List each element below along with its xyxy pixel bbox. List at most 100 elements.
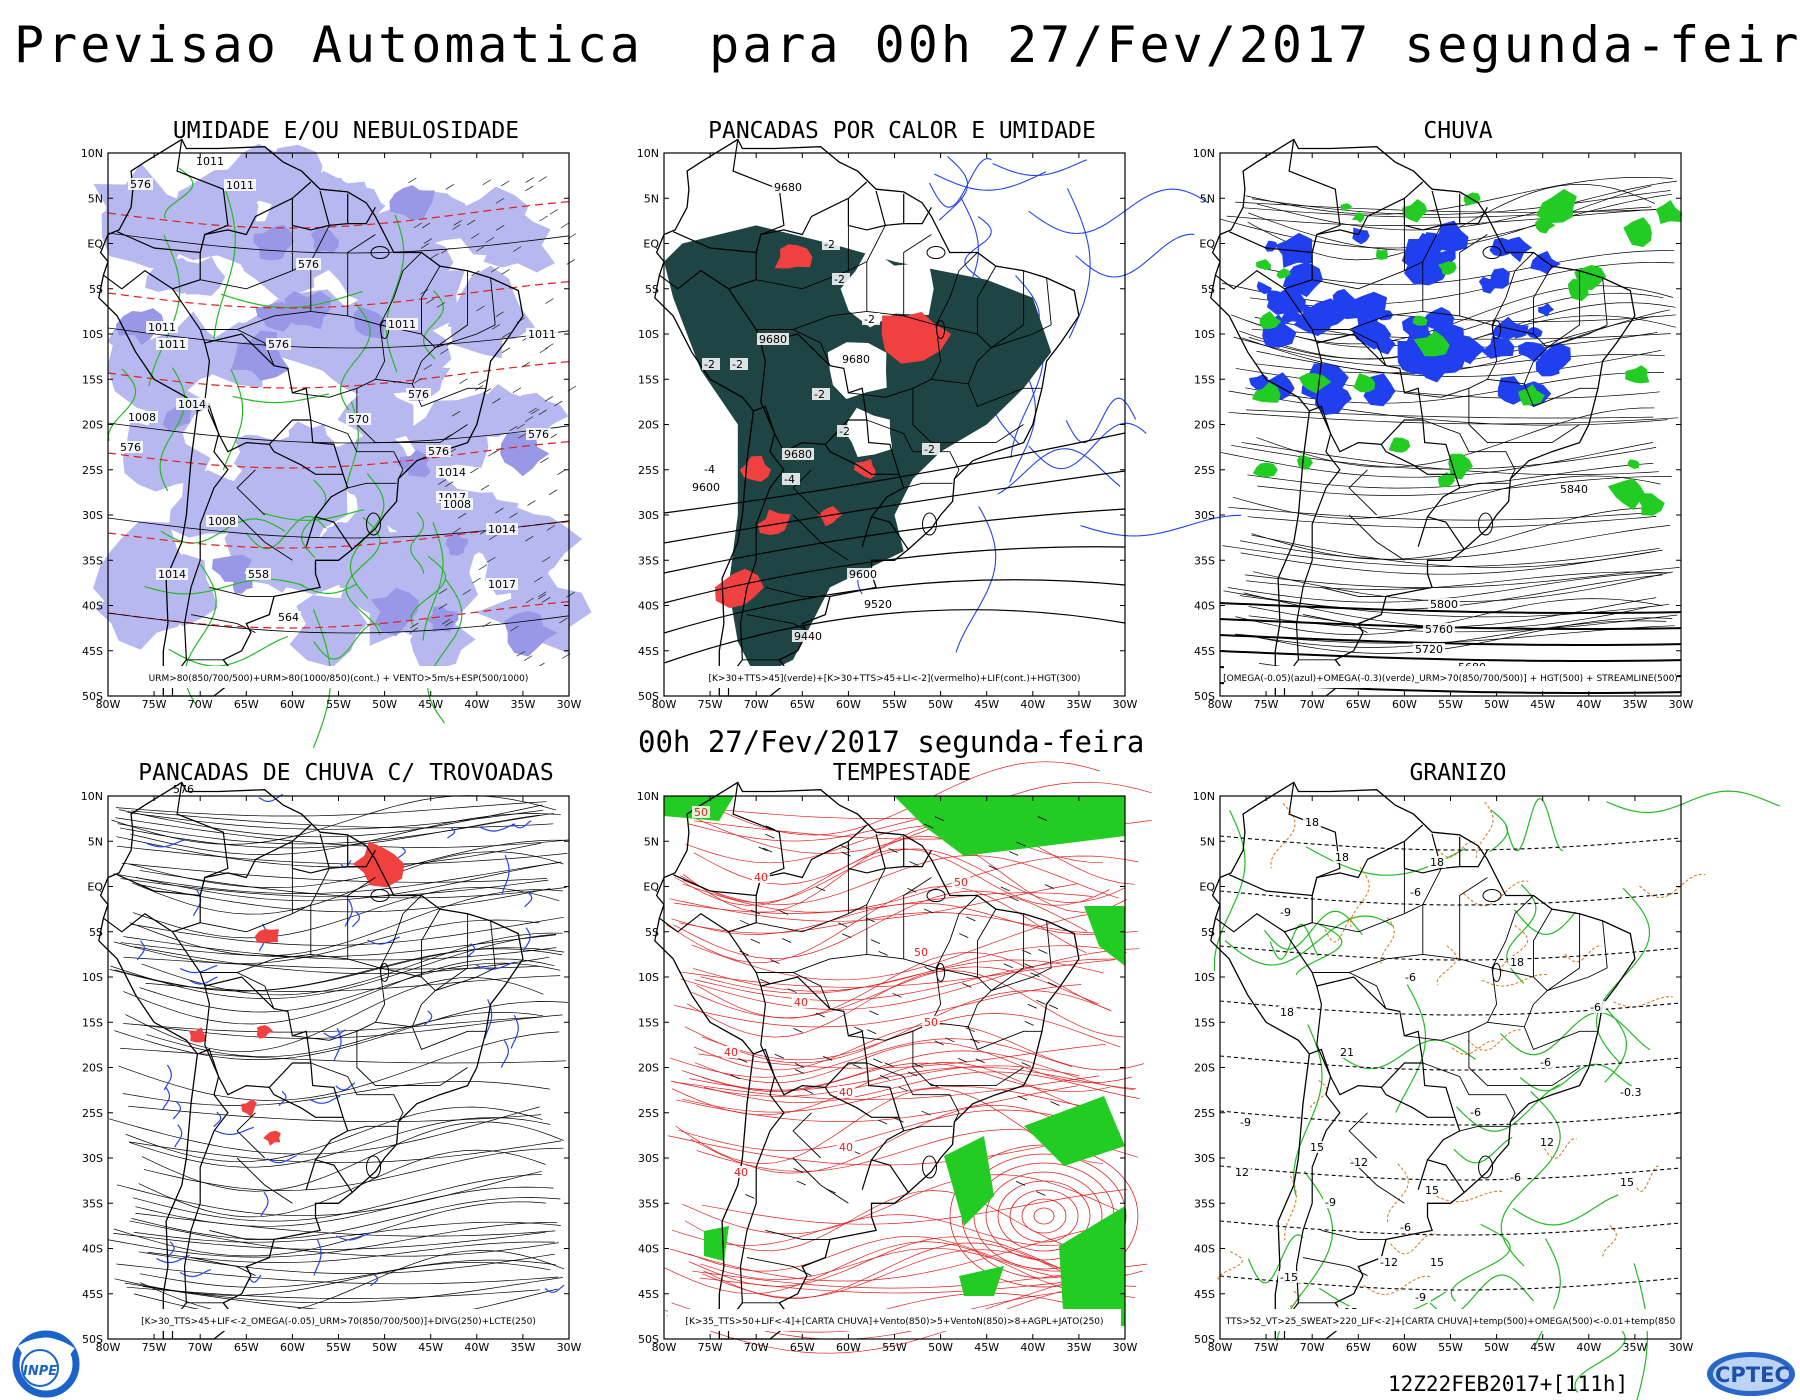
wind-arrow <box>495 224 505 231</box>
omega-strong-shade <box>1402 199 1428 223</box>
wind-contour <box>678 912 1138 934</box>
lon-label: 30W <box>1669 1341 1694 1354</box>
contour-label: 1008 <box>208 515 236 528</box>
contour-label: 9680 <box>774 181 802 194</box>
wind-arrow <box>1047 981 1057 987</box>
lif-contour <box>938 155 969 221</box>
streamline <box>140 1014 563 1039</box>
bananal-island <box>936 319 946 339</box>
contour-label-bg <box>1348 1156 1373 1168</box>
omega-contour <box>397 846 406 859</box>
lif-contour <box>1080 514 1242 537</box>
wind-arrow <box>1008 851 1019 856</box>
omega-contour <box>258 793 284 802</box>
streamline <box>121 862 548 883</box>
humidity-shade <box>146 553 218 627</box>
wind-arrow <box>539 347 549 354</box>
lon-label: 60W <box>1392 698 1417 711</box>
state-border <box>977 265 997 334</box>
streamline <box>145 975 561 992</box>
lon-label: 80W <box>1208 1341 1233 1354</box>
wind-arrow <box>1050 1101 1060 1106</box>
marajo-island <box>1482 246 1502 260</box>
contour-label-bg <box>730 358 748 370</box>
contour-label-bg <box>862 598 894 610</box>
wind-arrow <box>957 1057 968 1063</box>
state-border <box>1491 252 1534 326</box>
lon-label: 80W <box>1208 698 1233 711</box>
wind-arrow <box>873 1058 883 1064</box>
streamline <box>131 810 554 829</box>
omega-strong-shade <box>1376 249 1388 260</box>
state-border <box>765 586 830 597</box>
wind-arrow <box>781 938 792 943</box>
contour-label-bg <box>822 238 840 250</box>
lat-label: 10N <box>81 790 103 803</box>
omega-contour <box>156 1254 190 1264</box>
wind-arrow <box>778 909 789 915</box>
thunderstorm-core <box>241 1099 257 1118</box>
omega500-contour <box>1481 973 1549 987</box>
state-border <box>347 234 376 316</box>
streamline <box>1245 409 1654 419</box>
lon-label: 70W <box>744 1341 769 1354</box>
lat-label: 25S <box>82 464 103 477</box>
state-border <box>765 1229 830 1240</box>
lat-label: 5S <box>89 283 103 296</box>
state-border <box>792 469 822 516</box>
state-border <box>421 908 441 977</box>
wind-contour <box>663 1241 1101 1295</box>
country-border <box>1380 1087 1456 1118</box>
wind-arrow <box>758 846 768 852</box>
contour-label-bg <box>782 448 814 460</box>
contour-label-bg <box>1308 1141 1326 1153</box>
state-border <box>310 1062 404 1123</box>
country-border <box>861 516 873 547</box>
humidity-shade-dark <box>425 606 459 633</box>
state-border <box>1312 904 1423 933</box>
humidity-contour <box>168 635 289 667</box>
contour-label: 576 <box>120 441 141 454</box>
legend-text: [K>30_TTS>45+LIF<-2_OMEGA(-0.05)_URM>70(… <box>141 1317 536 1327</box>
country-border <box>103 269 173 290</box>
contour-label-bg <box>296 258 321 270</box>
lon-label: 75W <box>142 698 167 711</box>
wind-arrow <box>478 379 487 386</box>
omega500-contour <box>1309 1079 1328 1111</box>
contour-label-bg <box>118 441 143 453</box>
state-border <box>200 310 496 349</box>
state-border <box>931 990 992 1028</box>
streamline <box>118 804 543 838</box>
wind-arrow <box>924 823 934 829</box>
state-border <box>1468 388 1580 444</box>
state-border <box>1459 234 1488 316</box>
wind-arrow <box>490 266 500 273</box>
state-border <box>1547 913 1581 991</box>
streamline <box>115 801 547 817</box>
contour-label: -6 <box>1405 971 1416 984</box>
lat-label: 35S <box>82 554 103 567</box>
humidity-shade-dark <box>310 227 340 254</box>
wind-arrow <box>888 848 898 853</box>
temp850-contour <box>1505 797 1564 852</box>
streamline <box>132 851 564 915</box>
humidity-contour <box>422 522 444 641</box>
wind-arrow <box>924 966 934 972</box>
contour-label-bg <box>246 568 271 580</box>
state-border <box>1547 270 1581 348</box>
omega500-contour <box>1324 916 1356 943</box>
contour-label-bg <box>1538 1056 1556 1068</box>
country-border <box>171 1048 229 1339</box>
lif-contour <box>992 159 1088 177</box>
state-border <box>1487 347 1548 385</box>
wind-arrow <box>738 1058 748 1063</box>
country-border <box>861 1159 873 1190</box>
wind-contour <box>670 1065 1080 1097</box>
lat-label: 50S <box>82 1333 103 1346</box>
streamline <box>123 936 557 961</box>
omega-contour <box>479 823 516 832</box>
contour-label: 40 <box>839 1141 853 1154</box>
contour-label: 40 <box>794 996 808 1009</box>
wind-arrow <box>966 916 976 922</box>
lat-label: 10S <box>82 328 103 341</box>
